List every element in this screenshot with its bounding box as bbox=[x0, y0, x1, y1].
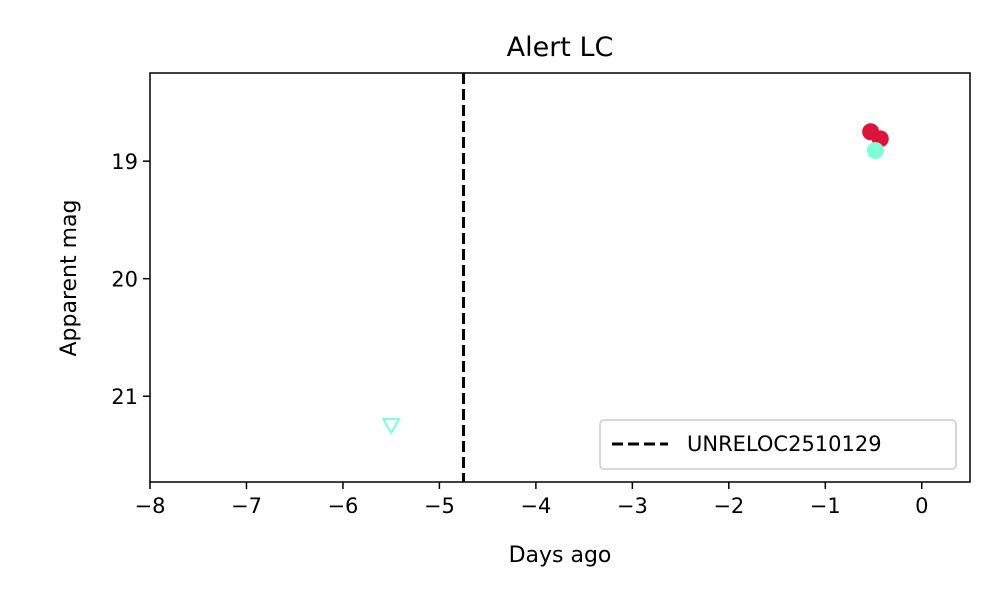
y-axis-label: Apparent mag bbox=[57, 200, 82, 357]
x-axis-label: Days ago bbox=[509, 543, 612, 568]
data-point-s1-p0 bbox=[866, 142, 884, 160]
legend-label-unreloc: UNRELOC2510129 bbox=[687, 432, 882, 456]
y-tick-label: 21 bbox=[111, 385, 138, 409]
upper-limit-point-s2-p0 bbox=[381, 418, 401, 435]
x-axis: −8 −7 −6 −5 −4 −3 −2 −1 0 bbox=[135, 482, 928, 518]
x-tick-label: −5 bbox=[424, 494, 455, 518]
x-tick-label: −2 bbox=[713, 494, 744, 518]
legend: UNRELOC2510129 bbox=[599, 419, 957, 470]
legend-box bbox=[599, 419, 957, 470]
x-tick-label: −7 bbox=[231, 494, 262, 518]
plot-frame bbox=[149, 72, 971, 483]
plot-area bbox=[150, 73, 970, 482]
y-tick-label: 20 bbox=[111, 268, 138, 292]
x-tick-label: −4 bbox=[520, 494, 551, 518]
x-tick-label: 0 bbox=[915, 494, 928, 518]
y-axis: 19 20 21 bbox=[111, 150, 150, 409]
x-tick-label: −1 bbox=[810, 494, 841, 518]
x-tick-label: −6 bbox=[327, 494, 358, 518]
y-tick-label: 19 bbox=[111, 150, 138, 174]
x-tick-label: −8 bbox=[135, 494, 166, 518]
x-tick-label: −3 bbox=[617, 494, 648, 518]
chart-title: Alert LC bbox=[507, 32, 614, 63]
